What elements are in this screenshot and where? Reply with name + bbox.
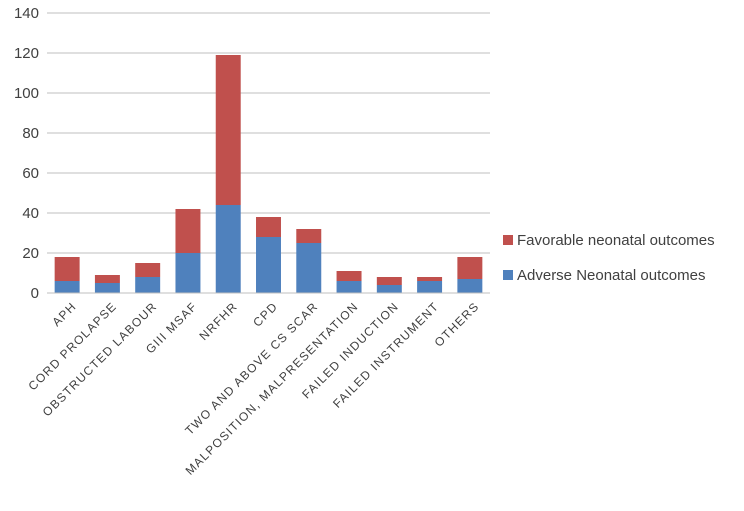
y-axis-tick-labels: 0 20 40 60 80 100 120 140 <box>14 5 39 302</box>
legend-swatch <box>503 235 513 245</box>
legend: Favorable neonatal outcomes Adverse Neona… <box>503 232 715 284</box>
y-tick-label: 140 <box>14 5 39 22</box>
bar-favorable <box>417 277 443 281</box>
bar-adverse <box>376 285 402 293</box>
bar-adverse <box>296 243 322 293</box>
bar-favorable <box>256 217 281 237</box>
bar-favorable <box>376 277 402 285</box>
bars <box>54 55 483 293</box>
bar-adverse <box>336 281 362 293</box>
bar-favorable <box>54 257 80 281</box>
legend-label: Favorable neonatal outcomes <box>517 232 715 249</box>
bar-adverse <box>417 281 443 293</box>
bar-adverse <box>457 279 483 293</box>
gridlines <box>47 12 490 254</box>
bar-favorable <box>135 263 161 277</box>
legend-swatch <box>503 270 513 280</box>
x-tick-label: NRFHR <box>197 299 241 343</box>
bar-favorable <box>457 257 483 279</box>
bar-adverse <box>94 283 120 293</box>
y-tick-label: 80 <box>22 125 39 142</box>
legend-label: Adverse Neonatal outcomes <box>517 267 705 284</box>
bar-adverse <box>215 205 241 293</box>
y-tick-label: 20 <box>22 245 39 262</box>
bar-favorable <box>336 271 362 281</box>
bar-favorable <box>215 55 241 205</box>
bar-adverse <box>256 237 281 293</box>
bar-adverse <box>175 253 201 293</box>
bar-adverse <box>135 277 161 293</box>
y-tick-label: 0 <box>31 285 39 302</box>
bar-favorable <box>296 229 322 243</box>
y-tick-label: 120 <box>14 45 39 62</box>
bar-adverse <box>54 281 80 293</box>
x-tick-label: APH <box>49 299 79 329</box>
bar-favorable <box>175 209 201 253</box>
x-tick-label: CPD <box>250 299 280 329</box>
bar-favorable <box>94 275 120 283</box>
y-tick-label: 40 <box>22 205 39 222</box>
y-tick-label: 60 <box>22 165 39 182</box>
y-tick-label: 100 <box>14 85 39 102</box>
